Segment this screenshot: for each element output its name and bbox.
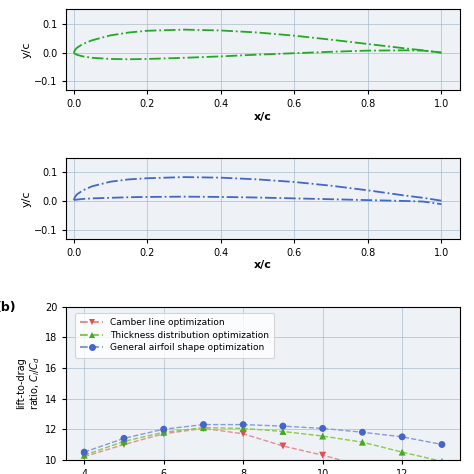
Point: [239, 425, 247, 432]
Y-axis label: y/c: y/c: [21, 42, 31, 58]
Point: [239, 430, 247, 438]
Text: (b): (b): [0, 301, 16, 314]
Point: [438, 441, 446, 448]
Point: [359, 462, 366, 470]
Point: [359, 438, 366, 446]
Point: [120, 435, 128, 442]
Point: [200, 421, 207, 428]
Point: [279, 442, 287, 450]
Point: [81, 448, 88, 456]
Point: [438, 457, 446, 465]
Point: [160, 425, 167, 433]
Point: [319, 432, 327, 440]
Point: [279, 428, 287, 435]
Point: [200, 425, 207, 432]
Point: [279, 422, 287, 430]
X-axis label: x/c: x/c: [254, 261, 272, 271]
Point: [81, 451, 88, 459]
X-axis label: x/c: x/c: [254, 112, 272, 122]
Y-axis label: y/c: y/c: [21, 190, 31, 207]
Point: [398, 433, 406, 441]
Point: [160, 430, 167, 438]
Point: [319, 425, 327, 432]
Point: [160, 428, 167, 436]
Point: [120, 441, 128, 448]
Point: [398, 448, 406, 456]
Point: [120, 438, 128, 445]
Point: [319, 451, 327, 459]
Point: [359, 428, 366, 436]
Point: [81, 453, 88, 461]
Point: [200, 424, 207, 431]
Y-axis label: lift-to-drag
ratio, $C_l/C_d$: lift-to-drag ratio, $C_l/C_d$: [17, 356, 42, 410]
Legend: Camber line optimization, Thickness distribution optimization, General airfoil s: Camber line optimization, Thickness dist…: [75, 313, 274, 358]
Point: [239, 421, 247, 428]
